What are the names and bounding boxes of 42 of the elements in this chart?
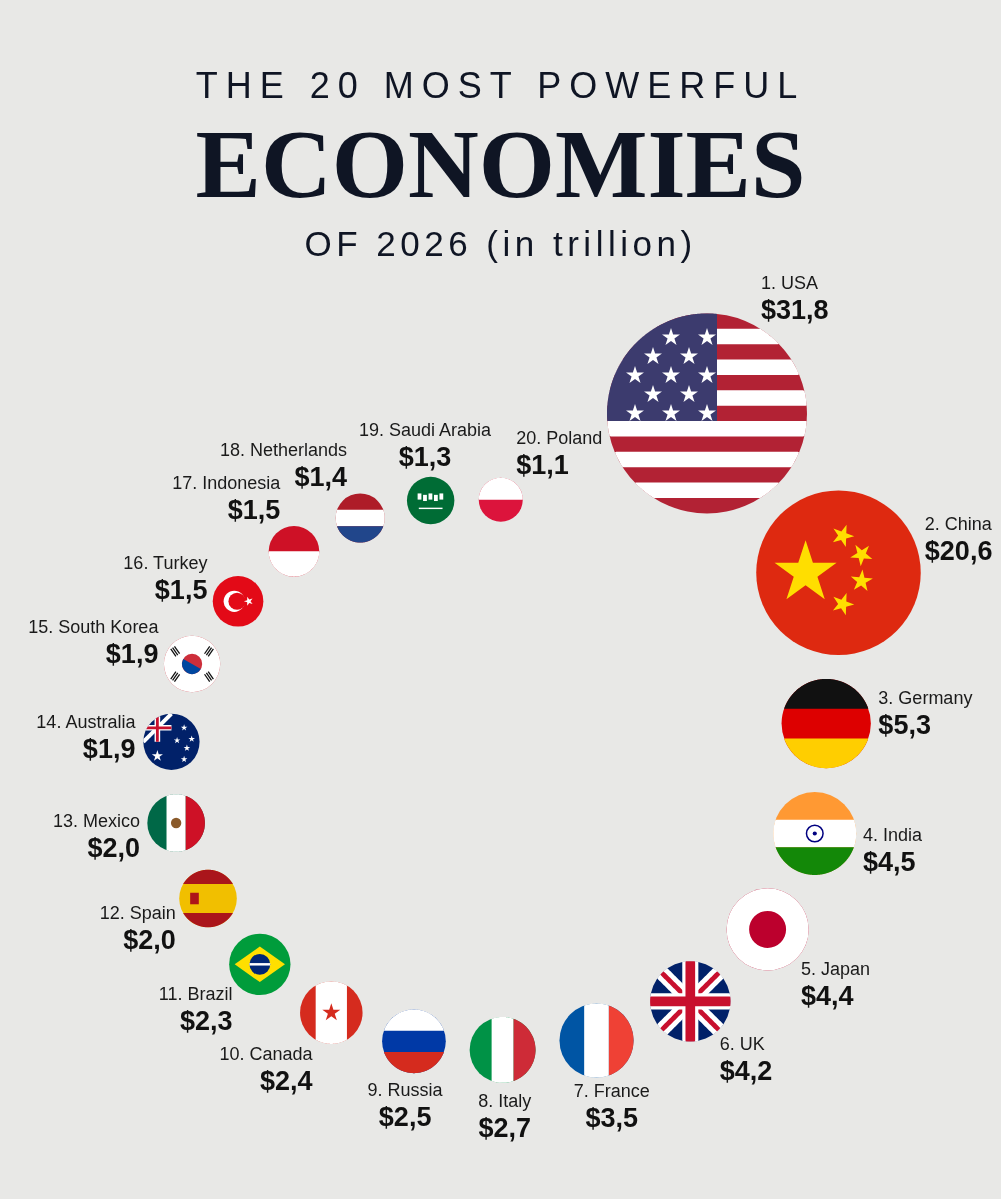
data-label: $4,5 [862,847,916,878]
data-label: $1,3 [398,441,452,472]
data-label: $1,5 [227,495,281,526]
text: OF 2026 (in trillion) [304,224,697,263]
data-label: $1,5 [154,575,208,606]
category-label: 2. China [924,514,993,535]
category-label: 4. India [862,825,923,846]
data-label: $2,3 [179,1006,233,1037]
category-label: 20. Poland [516,427,603,448]
category-label: 14. Australia [36,711,137,732]
data-label: $4,4 [800,980,854,1011]
data-label: $5,3 [878,710,931,741]
data-label: $3,5 [585,1103,638,1134]
category-label: 13. Mexico [53,810,141,831]
category-label: 18. Netherlands [219,440,347,461]
data-label: $2,4 [259,1066,313,1097]
category-label: 19. Saudi Arabia [358,419,493,440]
data-label: $2,5 [378,1101,432,1132]
category-label: 8. Italy [478,1090,532,1111]
text: THE 20 MOST POWERFUL ECONOMIES [195,65,806,218]
category-label: 10. Canada [219,1044,314,1065]
category-label: 1. USA [761,273,819,294]
data-label: $2,0 [123,925,176,956]
category-label: 3. Germany [878,688,973,709]
category-label: 6. UK [719,1034,765,1055]
data-label: $20,6 [924,536,993,567]
category-label: 11. Brazil [158,984,233,1005]
category-label: 5. Japan [800,958,870,979]
data-label: $2,0 [87,832,141,863]
data-label: $1,9 [82,733,136,764]
category-label: 15. South Korea [28,616,160,637]
category-label: 16. Turkey [123,553,208,574]
data-label: $2,7 [478,1112,532,1143]
data-label: $4,2 [719,1056,773,1087]
data-label: $1,9 [105,638,159,669]
category-label: 9. Russia [367,1079,444,1100]
data-label: $1,1 [516,449,569,480]
data-label: $1,4 [294,462,347,493]
category-label: 12. Spain [99,903,176,924]
data-label: $31,8 [761,295,829,326]
category-label: 7. France [573,1081,650,1102]
category-label: 17. Indonesia [172,473,282,494]
